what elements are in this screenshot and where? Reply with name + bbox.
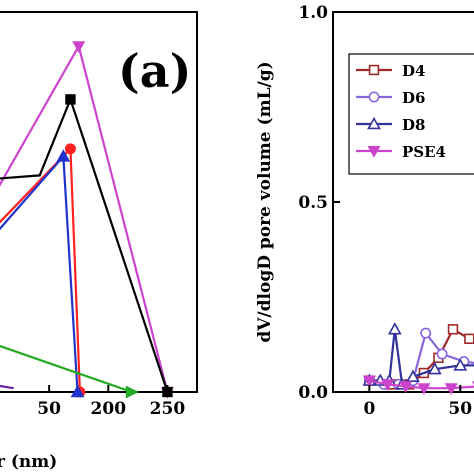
- legend-marker-PSE4: [367, 146, 381, 158]
- series-3-line: [0, 153, 79, 393]
- series-2-point-3: [387, 322, 402, 335]
- x-tick-label-0: 50: [37, 399, 61, 419]
- series-4-point-1: [125, 385, 139, 399]
- series-1-point-2: [65, 94, 76, 105]
- panel-b-series: [362, 322, 474, 395]
- series-0-point-5: [447, 324, 459, 335]
- series-0-point-6: [464, 333, 474, 344]
- panel-a-ticks: 50 200 250: [37, 385, 185, 419]
- series-4-line: [0, 344, 133, 394]
- series-2-point-5: [406, 369, 420, 383]
- x-tick-label-1: 50: [448, 399, 472, 419]
- legend-label-D4: D4: [402, 62, 425, 80]
- x-tick-label-0: 0: [363, 399, 375, 419]
- series-3-point-3: [417, 383, 431, 395]
- series-3-point-1: [56, 149, 71, 162]
- series-3-point-2: [70, 384, 85, 398]
- y-tick-label-1: 0.5: [298, 193, 328, 213]
- panel-a-x-axis-title: r (nm): [0, 452, 57, 472]
- series-3-point-4: [444, 383, 458, 395]
- panel-b-ticks: 0 50 0.0 0.5 1.0: [298, 3, 472, 419]
- y-tick-label-0: 0.0: [298, 383, 328, 403]
- legend-marker-D6: [368, 91, 380, 103]
- series-2-point-6: [427, 362, 442, 375]
- panel-a-series: [0, 41, 174, 399]
- series-3-point-1: [381, 379, 395, 392]
- series-5-line: [0, 384, 14, 390]
- series-3-point-0: [362, 375, 376, 388]
- legend-marker-D8: [367, 116, 381, 130]
- legend-label-PSE4: PSE4: [402, 143, 446, 161]
- x-tick-label-1: 200: [91, 399, 127, 419]
- series-3-point-2: [399, 381, 413, 394]
- series-2-line: [0, 146, 81, 393]
- panel-b-legend: D4 D6 D8 PSE4: [348, 53, 474, 175]
- panel-a: 50 200 250 (a) r (nm): [0, 11, 198, 472]
- x-tick-label-2: 250: [150, 399, 186, 419]
- legend-label-D6: D6: [402, 89, 425, 107]
- series-1-point-5: [436, 348, 448, 360]
- series-0-point-1: [72, 41, 86, 53]
- series-1-line: [0, 96, 169, 393]
- y-tick-label-2: 1.0: [298, 3, 328, 23]
- series-0-line: [0, 43, 169, 393]
- panel-b: dV/dlogD pore volume (mL/g) 0 50 0.0 0.5 1.0…: [255, 3, 474, 419]
- panel-a-label: (a): [118, 44, 191, 98]
- panel-a-plot-frame: [0, 11, 198, 393]
- panel-b-y-axis-title: dV/dlogD pore volume (mL/g): [255, 61, 275, 342]
- legend-marker-D4: [368, 64, 380, 76]
- series-1-point-4: [420, 327, 432, 339]
- series-2-point-1: [64, 143, 76, 155]
- series-2-point-7: [453, 358, 468, 371]
- legend-label-D8: D8: [402, 116, 425, 134]
